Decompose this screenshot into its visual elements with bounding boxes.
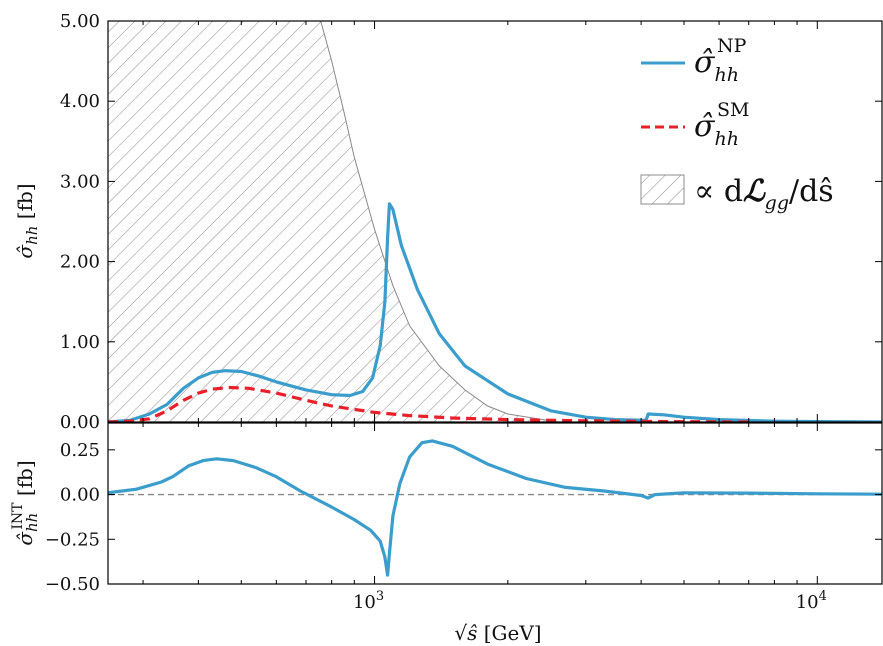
y-tick-label: −0.50 <box>45 574 100 595</box>
series-luminosity-area <box>108 21 559 422</box>
x-axis-label: √ŝ [GeV] <box>454 621 541 645</box>
legend-lumi-label: ∝ dℒgg/dŝ <box>694 174 834 214</box>
series-line-np <box>108 202 882 422</box>
legend-sm-label: σ̂hhSM <box>694 99 749 150</box>
top-panel-frame <box>107 20 883 423</box>
series-line-int <box>108 439 882 577</box>
x-tick-label: 104 <box>796 589 827 613</box>
y-tick-label: 3.00 <box>60 171 100 192</box>
y-tick-label: 5.00 <box>60 11 100 32</box>
y-tick-label: −0.25 <box>45 529 100 550</box>
legend-lumi-swatch <box>640 174 685 205</box>
y-tick-label: 4.00 <box>60 91 100 112</box>
y-tick-label: 0.00 <box>60 485 100 506</box>
legend: σ̂hhNP σ̂hhSM ∝ dℒgg/dŝ <box>640 35 834 214</box>
top-panel: 0.00 1.00 2.00 3.00 4.00 5.00 σ̂hh [fb] <box>13 11 883 584</box>
y-tick-label: 2.00 <box>60 252 100 273</box>
legend-np-label: σ̂hhNP <box>694 35 747 86</box>
top-ylabel: σ̂hh [fb] <box>13 183 41 258</box>
bottom-panel-frame <box>107 422 883 585</box>
bottom-panel: −0.50 −0.25 0.00 0.25 103 104 σ̂hhINT [fb] √ŝ… <box>10 21 883 645</box>
y-tick-label: 0.00 <box>60 412 100 433</box>
x-tick-label: 103 <box>353 589 384 613</box>
bottom-ylabel: σ̂hhINT [fb] <box>10 460 41 545</box>
y-tick-label: 1.00 <box>60 332 100 353</box>
series-line-sm <box>108 385 749 422</box>
series-luminosity-edge <box>320 21 559 422</box>
y-tick-label: 0.25 <box>60 440 100 461</box>
